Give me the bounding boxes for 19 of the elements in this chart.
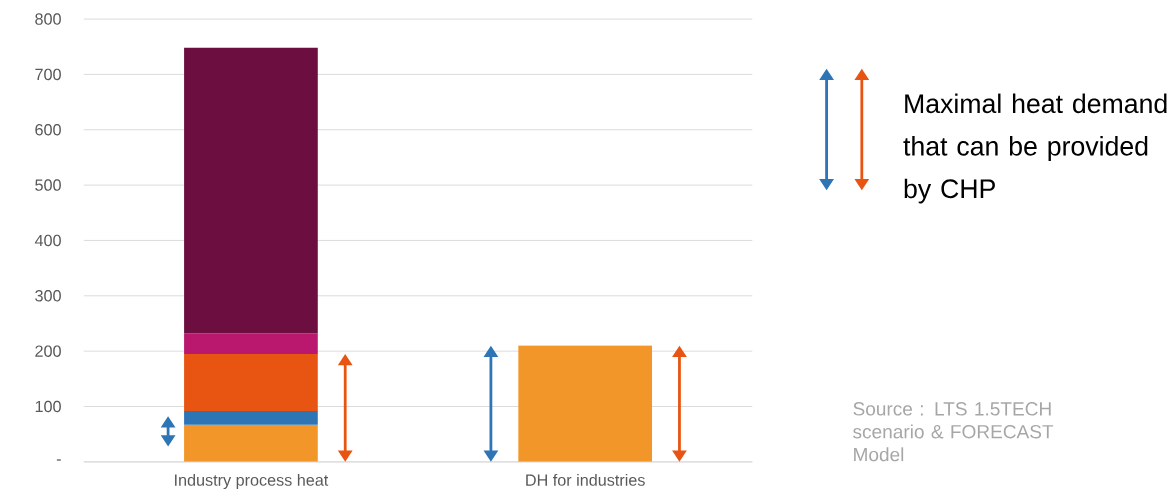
source-note: Source : LTS 1.5TECH scenario & FORECAST Model — [853, 402, 1054, 462]
bar — [184, 424, 318, 462]
y-tick-label: - — [56, 459, 61, 461]
y-tick-label: 800 — [35, 13, 61, 25]
bar — [184, 353, 318, 411]
y-tick-label: 100 — [35, 400, 61, 413]
bar — [184, 47, 318, 334]
y-tick-label: 600 — [35, 124, 61, 136]
y-tick-label: 700 — [35, 68, 61, 81]
y-tick-label: 200 — [35, 345, 61, 357]
y-tick-label: 500 — [35, 179, 61, 191]
y-tick-label: 400 — [34, 234, 61, 247]
y-tick-label: 300 — [35, 290, 61, 302]
bar — [184, 410, 318, 425]
bar — [518, 345, 653, 462]
bar — [184, 333, 318, 354]
text: Maximal heat demand that can be provided by CHP — [903, 93, 1167, 204]
x-tick-label: DH for industries — [526, 474, 645, 486]
x-tick-label: Industry process heat — [175, 474, 329, 490]
